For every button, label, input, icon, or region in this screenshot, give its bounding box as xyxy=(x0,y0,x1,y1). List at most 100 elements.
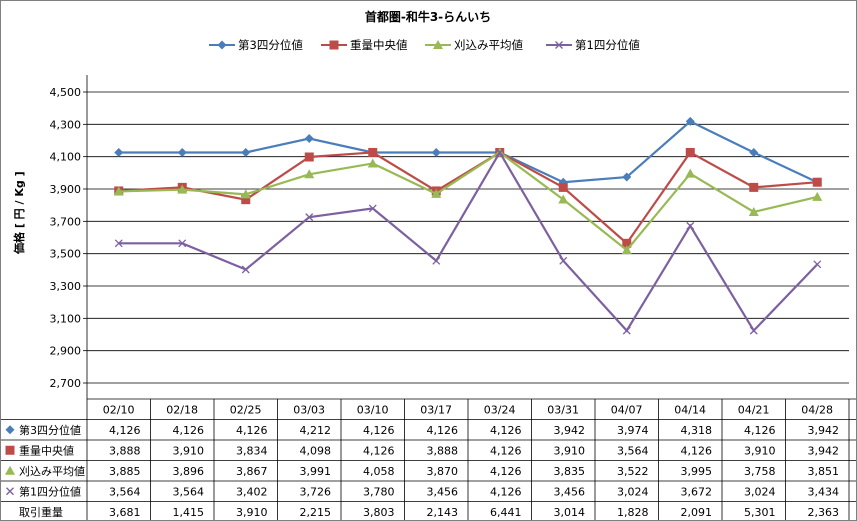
table-cell: 3,870 xyxy=(427,465,459,478)
y-tick-label: 3,100 xyxy=(50,312,82,325)
table-cell: 3,991 xyxy=(300,465,332,478)
data-point xyxy=(304,169,315,179)
y-tick-label: 3,300 xyxy=(50,280,82,293)
legend-label: 第1四分位値 xyxy=(575,38,640,52)
legend-item: 刈込み平均値 xyxy=(425,38,523,52)
data-point xyxy=(749,326,758,335)
table-row-label: 第3四分位値 xyxy=(19,423,81,437)
table-cell: 4,126 xyxy=(363,424,395,437)
table-cell: 4,126 xyxy=(173,424,205,437)
data-point xyxy=(431,188,442,198)
table-cell: 3,024 xyxy=(744,486,776,499)
table-cell: 3,564 xyxy=(617,445,649,458)
x-tick-label: 02/18 xyxy=(166,404,198,417)
table-cell: 4,058 xyxy=(363,465,395,478)
y-tick-label: 2,700 xyxy=(50,377,82,390)
table-cell: 3,888 xyxy=(427,445,459,458)
data-point xyxy=(622,326,631,335)
data-point xyxy=(812,191,823,201)
table-cell: 3,456 xyxy=(427,486,459,499)
table-cell: 4,098 xyxy=(300,445,332,458)
data-point xyxy=(813,260,822,269)
y-tick-label: 2,900 xyxy=(50,345,82,358)
table-cell: 3,885 xyxy=(109,465,141,478)
data-point xyxy=(305,213,314,222)
legend-marker xyxy=(433,40,443,49)
table-cell: 4,126 xyxy=(490,424,522,437)
series-3 xyxy=(113,147,823,255)
data-point xyxy=(304,134,314,144)
x-tick-label: 04/14 xyxy=(674,404,706,417)
x-tick-label: 03/17 xyxy=(420,404,452,417)
y-tick-label: 4,100 xyxy=(50,151,82,164)
table-cell: 3,758 xyxy=(744,465,776,478)
table-cell: 3,942 xyxy=(808,424,840,437)
table-cell: 3,942 xyxy=(554,424,586,437)
table-cell: 3,835 xyxy=(554,465,586,478)
table-row-label: 重量中央値 xyxy=(19,444,74,458)
table-cell: 3,672 xyxy=(681,486,713,499)
x-tick-label: 02/25 xyxy=(230,404,262,417)
x-stroke xyxy=(305,213,314,222)
table-row: 刈込み平均値 3,885 3,896 3,867 3,991 4,058 3,870 4,12… xyxy=(5,465,839,478)
table-cell: 4,126 xyxy=(744,424,776,437)
legend-item: 重量中央値 xyxy=(321,38,408,52)
data-point xyxy=(749,182,759,192)
table-cell: 2,215 xyxy=(300,506,332,519)
x-stroke xyxy=(241,265,250,274)
data-point xyxy=(240,189,251,199)
table-row: 第1四分位値 3,564 3,564 3,402 3,726 3,780 3,456 4,12… xyxy=(6,485,839,499)
data-point xyxy=(178,239,187,248)
table-cell: 3,995 xyxy=(681,465,713,478)
x-tick-label: 03/24 xyxy=(484,404,516,417)
data-point xyxy=(177,147,187,157)
data-point xyxy=(621,245,632,255)
table-legend-marker xyxy=(6,487,14,496)
table-cell: 4,212 xyxy=(300,424,332,437)
table-cell: 6,441 xyxy=(490,506,522,519)
data-point xyxy=(749,147,759,157)
data-point xyxy=(432,256,441,265)
table-row: 第3四分位値 4,126 4,126 4,126 4,212 4,126 4,126 4,12… xyxy=(5,423,840,437)
table-cell: 4,126 xyxy=(490,486,522,499)
legend-marker xyxy=(217,40,227,50)
x-stroke xyxy=(114,239,123,248)
table-cell: 3,780 xyxy=(363,486,395,499)
data-point xyxy=(113,186,124,196)
legend-label: 第3四分位値 xyxy=(238,38,303,52)
table-cell: 4,318 xyxy=(681,424,713,437)
x-stroke xyxy=(6,487,14,496)
x-stroke xyxy=(432,256,441,265)
y-tick-label: 3,900 xyxy=(50,183,82,196)
table-cell: 3,024 xyxy=(617,486,649,499)
table-cell: 4,126 xyxy=(427,424,459,437)
table-cell: 4,126 xyxy=(490,445,522,458)
x-stroke xyxy=(178,239,187,248)
series-2 xyxy=(114,147,822,248)
data-point xyxy=(177,184,188,194)
series-line xyxy=(118,151,818,245)
data-point xyxy=(685,116,695,126)
series-1 xyxy=(114,116,822,187)
data-point xyxy=(558,194,569,204)
data-point xyxy=(114,239,123,248)
y-tick-label: 4,300 xyxy=(50,118,82,131)
table-legend-marker xyxy=(5,425,15,435)
table-cell: 3,974 xyxy=(617,424,649,437)
x-stroke xyxy=(622,326,631,335)
x-stroke xyxy=(559,256,568,265)
chart-title: 首都圏-和牛3-らんいち xyxy=(365,9,491,24)
legend-label: 重量中央値 xyxy=(350,38,408,52)
x-tick-label: 04/28 xyxy=(801,404,833,417)
table-row-label: 取引重量 xyxy=(19,505,63,519)
x-stroke xyxy=(368,204,377,213)
x-tick-label: 04/07 xyxy=(611,404,643,417)
table-cell: 2,143 xyxy=(427,506,459,519)
legend-item: 第1四分位値 xyxy=(546,38,640,52)
x-tick-label: 03/10 xyxy=(357,404,389,417)
series-line xyxy=(118,150,819,333)
table-cell: 1,828 xyxy=(617,506,649,519)
table-cell: 3,910 xyxy=(236,506,268,519)
